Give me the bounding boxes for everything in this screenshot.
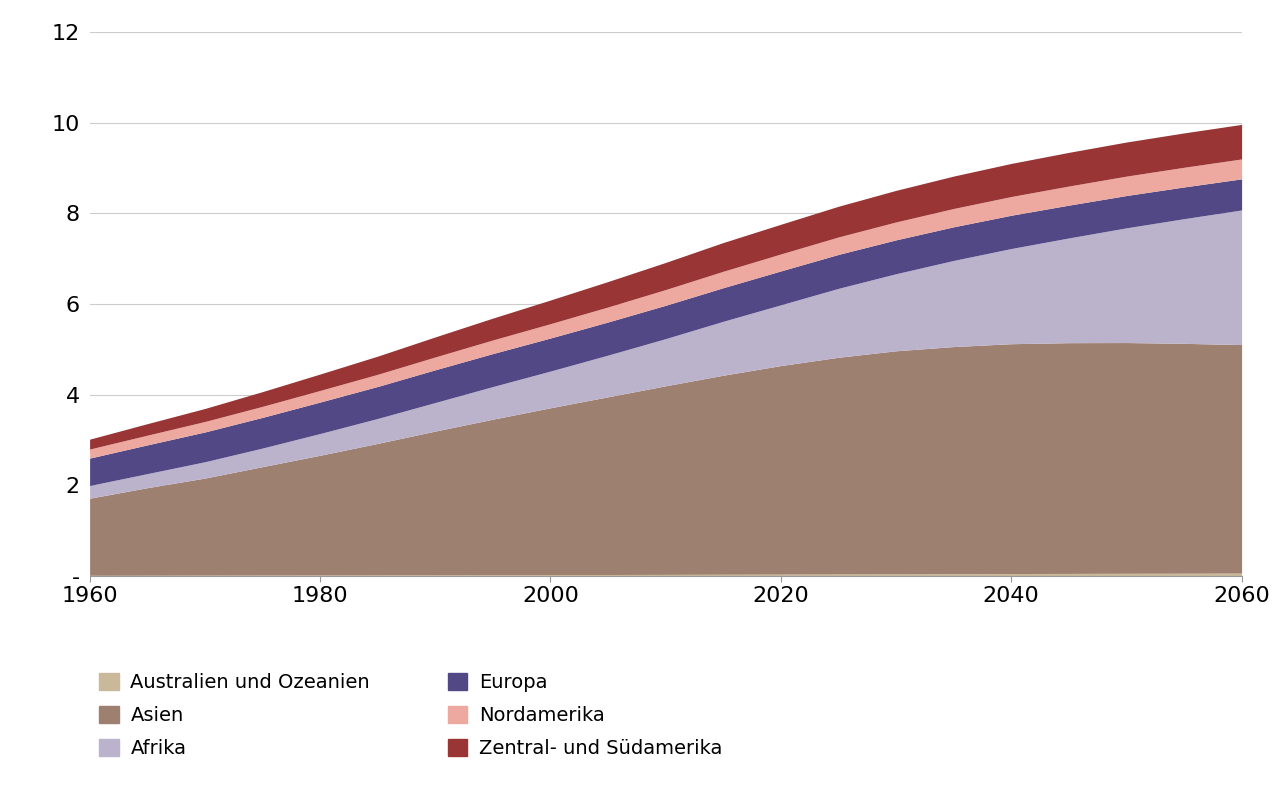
Legend: Australien und Ozeanien, Asien, Afrika, Europa, Nordamerika, Zentral- und Südame: Australien und Ozeanien, Asien, Afrika, … [100,673,722,758]
